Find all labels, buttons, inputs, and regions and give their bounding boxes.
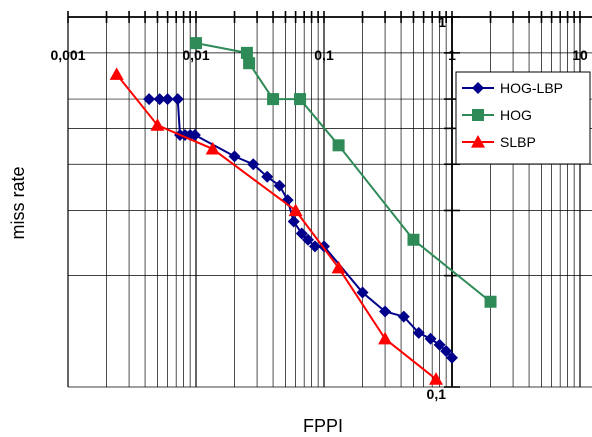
data-point: [287, 215, 300, 228]
data-point: [397, 310, 410, 323]
series-slbp: [109, 67, 444, 385]
data-point: [205, 141, 220, 155]
data-point: [332, 139, 345, 152]
legend-label: HOG: [500, 107, 532, 123]
data-point: [267, 93, 280, 106]
data-point: [429, 372, 444, 385]
data-point: [484, 295, 497, 308]
x-axis-title: FPPI: [303, 416, 343, 436]
legend-entry: HOG: [462, 107, 532, 123]
data-point: [379, 305, 392, 318]
data-point: [150, 118, 165, 131]
data-point: [188, 128, 201, 141]
data-point: [161, 93, 174, 106]
data-point: [261, 170, 274, 183]
data-point: [273, 179, 286, 192]
data-point: [407, 233, 420, 246]
data-point: [240, 46, 253, 59]
series-line: [115, 73, 437, 380]
data-series: [109, 37, 497, 385]
legend-entry: SLBP: [462, 134, 536, 150]
legend-label: HOG-LBP: [500, 80, 563, 96]
y-tick-label: 1: [438, 14, 446, 30]
data-point: [472, 109, 484, 121]
legend: HOG-LBP HOG SLBP: [455, 71, 591, 165]
x-tick-label: 1: [448, 47, 456, 63]
data-point: [302, 233, 315, 246]
data-point: [471, 135, 485, 148]
data-point: [294, 93, 307, 106]
series-hog: [190, 37, 497, 308]
data-point: [356, 286, 369, 299]
x-tick-label: 0,001: [50, 47, 85, 63]
y-tick-label: 0,1: [427, 386, 447, 402]
data-point: [433, 338, 446, 351]
x-tick-label: 0,1: [314, 47, 334, 63]
data-point: [440, 345, 453, 358]
x-tick-label: 10: [572, 47, 588, 63]
data-point: [308, 240, 321, 253]
data-point: [412, 326, 425, 339]
y-axis-title: miss rate: [8, 166, 28, 239]
x-tick-label: 0,01: [182, 47, 209, 63]
data-point: [171, 93, 184, 106]
data-point: [295, 227, 308, 240]
data-point: [378, 331, 393, 345]
legend-label: SLBP: [500, 134, 536, 150]
data-point: [228, 150, 241, 163]
x-axis: [67, 11, 592, 23]
data-point: [331, 260, 346, 274]
data-point: [247, 158, 260, 171]
data-point: [143, 93, 156, 106]
data-point: [446, 351, 458, 364]
data-point: [424, 332, 437, 345]
data-point: [190, 37, 202, 50]
data-point: [243, 57, 256, 70]
data-point: [153, 93, 166, 106]
data-point: [109, 67, 124, 80]
data-point: [288, 203, 303, 217]
legend-entry: HOG-LBP: [462, 80, 563, 96]
tick-labels: 0,001 0,01 0,1 1 10 1 0,1: [50, 14, 588, 402]
data-point: [472, 82, 484, 94]
